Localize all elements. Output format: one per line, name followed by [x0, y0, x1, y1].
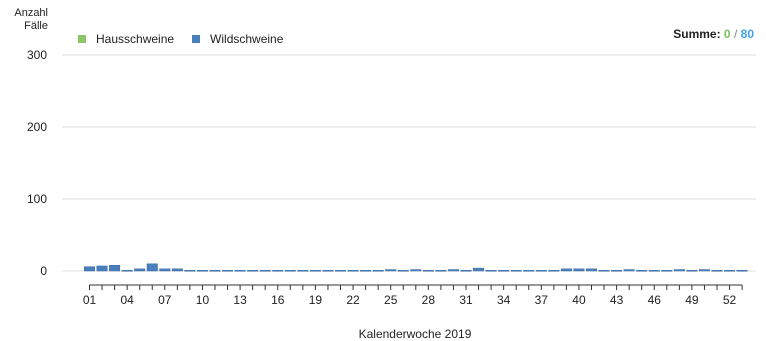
x-tick-label: 49 [685, 293, 699, 307]
bar-wildschweine [698, 269, 710, 272]
bar-wildschweine [372, 270, 384, 272]
sum-wild-value: 80 [740, 27, 754, 41]
x-tick-label: 10 [196, 293, 210, 307]
bar-wildschweine [560, 268, 572, 272]
bar-wildschweine [121, 270, 133, 272]
y-tick-label: 100 [27, 192, 47, 206]
x-tick-label: 07 [158, 293, 172, 307]
bar-wildschweine [447, 269, 459, 272]
bar-wildschweine [686, 270, 698, 272]
bar-wildschweine [134, 268, 146, 272]
bar-wildschweine [648, 270, 660, 272]
sum-haus-value: 0 [723, 27, 731, 41]
legend-item-hausschweine[interactable]: Hausschweine [78, 32, 174, 46]
y-axis-title: Anzahl Fälle [6, 7, 48, 33]
bar-wildschweine [573, 268, 585, 272]
bar-wildschweine [284, 270, 296, 272]
bar-wildschweine [84, 266, 95, 272]
bar-wildschweine [473, 267, 485, 272]
bar-wildschweine [196, 270, 208, 272]
bar-wildschweine [422, 270, 434, 272]
bar-wildschweine [636, 270, 648, 272]
bar-wildschweine [209, 270, 221, 272]
bar-wildschweine [259, 270, 271, 272]
legend-swatch-wildschweine [192, 35, 201, 43]
bar-wildschweine [623, 269, 635, 272]
bar-wildschweine [598, 270, 610, 272]
bar-wildschweine [360, 270, 372, 272]
bar-wildschweine [171, 268, 183, 272]
x-tick-label: 13 [233, 293, 247, 307]
bar-wildschweine [523, 270, 535, 272]
bar-wildschweine [247, 270, 259, 272]
x-axis-title: Kalenderwoche 2019 [358, 327, 472, 341]
bar-wildschweine [711, 270, 723, 272]
x-tick-label: 16 [271, 293, 285, 307]
bar-wildschweine [159, 268, 171, 272]
legend-label-hausschweine: Hausschweine [96, 32, 175, 46]
x-tick-label: 37 [535, 293, 549, 307]
sum-separator: / [733, 27, 738, 41]
bar-wildschweine [272, 270, 284, 272]
bar-wildschweine [385, 269, 397, 272]
x-tick-label: 22 [346, 293, 360, 307]
bar-wildschweine [724, 270, 736, 272]
x-tick-label: 43 [610, 293, 624, 307]
x-tick-label: 31 [459, 293, 473, 307]
sum-summary: Summe: 0 / 80 [673, 27, 754, 41]
bar-wildschweine [410, 269, 422, 272]
x-tick-label: 19 [309, 293, 323, 307]
bar-wildschweine [335, 270, 346, 272]
x-tick-label: 01 [83, 293, 97, 307]
bar-wildschweine [435, 270, 447, 272]
bar-wildschweine [661, 270, 673, 272]
bar-wildschweine [498, 270, 510, 272]
bar-wildschweine [146, 263, 158, 272]
x-tick-label: 52 [723, 293, 737, 307]
bar-wildschweine [673, 269, 685, 272]
x-tick-label: 28 [422, 293, 436, 307]
x-tick-label: 46 [648, 293, 662, 307]
x-tick-label: 40 [572, 293, 586, 307]
bar-wildschweine [485, 270, 497, 272]
bar-wildschweine [611, 270, 623, 272]
x-tick-label: 04 [120, 293, 134, 307]
y-axis-title-line1: Anzahl [14, 7, 48, 19]
bar-wildschweine [322, 270, 334, 272]
bar-wildschweine [460, 270, 472, 272]
bar-wildschweine [297, 270, 309, 272]
bar-wildschweine [184, 270, 196, 272]
bar-wildschweine [548, 270, 560, 272]
bar-wildschweine [309, 270, 321, 272]
x-tick-label: 34 [497, 293, 511, 307]
bar-wildschweine [510, 270, 522, 272]
bar-wildschweine [736, 270, 748, 272]
legend-item-wildschweine[interactable]: Wildschweine [192, 32, 283, 46]
legend-label-wildschweine: Wildschweine [210, 32, 284, 46]
y-tick-label: 200 [27, 120, 47, 134]
legend-swatch-hausschweine [78, 35, 86, 43]
bar-wildschweine [586, 268, 597, 272]
legend: Hausschweine Wildschweine [78, 32, 301, 46]
bar-wildschweine [535, 270, 547, 272]
bar-wildschweine [234, 270, 246, 272]
bar-wildschweine [347, 270, 359, 272]
bar-wildschweine [96, 265, 108, 272]
y-tick-label: 0 [40, 264, 47, 278]
y-axis-title-line2: Fälle [24, 20, 48, 32]
x-tick-label: 25 [384, 293, 398, 307]
sum-label: Summe: [673, 27, 721, 41]
bar-wildschweine [222, 270, 234, 272]
bar-wildschweine [109, 264, 121, 272]
bar-wildschweine [397, 270, 409, 272]
y-tick-label: 300 [27, 48, 47, 62]
